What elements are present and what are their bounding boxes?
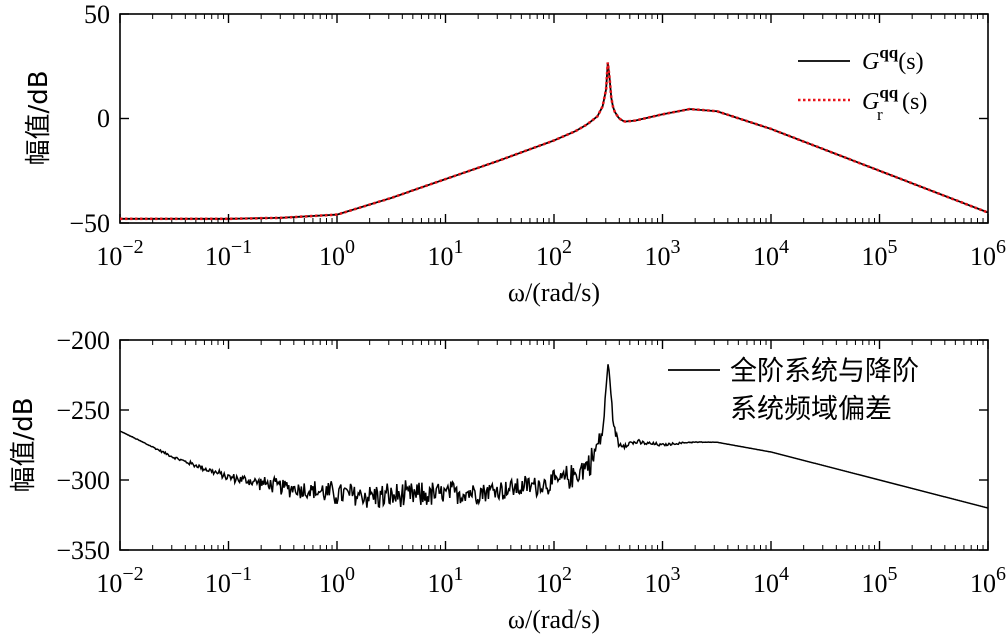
xtick-label: 105 <box>862 563 898 598</box>
legend-label-full: Gqq(s) <box>862 43 924 75</box>
xtick-label: 10−1 <box>205 236 252 271</box>
xtick-label: 100 <box>319 236 355 271</box>
xtick-label: 10−2 <box>96 563 143 598</box>
top-x-tick-labels: 10−2 10−1 100 101 102 103 104 105 106 <box>96 236 1006 271</box>
top-y-major-ticks <box>120 13 988 224</box>
top-y-axis-label: 幅值/dB <box>24 70 54 165</box>
xtick-label: 101 <box>428 563 464 598</box>
top-ytick-label: 50 <box>84 0 110 29</box>
bottom-series-deviation <box>119 364 989 509</box>
top-ytick-label: −50 <box>69 209 110 238</box>
legend-label-reduced: Gqq r (s) <box>862 83 927 124</box>
legend-label-line2: 系统频域偏差 <box>730 394 892 425</box>
bottom-ytick-label: −200 <box>56 326 110 355</box>
xtick-label: 10−1 <box>205 563 252 598</box>
top-legend: Gqq(s) Gqq r (s) <box>798 43 927 124</box>
bottom-x-tick-labels: 10−2 10−1 100 101 102 103 104 105 106 <box>96 563 1006 598</box>
xtick-label: 102 <box>536 563 572 598</box>
bottom-x-axis-label: ω/(rad/s) <box>508 605 600 634</box>
top-x-major-ticks <box>119 14 989 223</box>
top-x-minor-ticks <box>152 14 984 223</box>
xtick-label: 104 <box>753 563 789 598</box>
bottom-y-axis-label: 幅值/dB <box>9 397 39 492</box>
top-x-axis-label: ω/(rad/s) <box>508 278 600 307</box>
xtick-label: 106 <box>970 236 1006 271</box>
bottom-y-major-ticks <box>120 339 988 551</box>
xtick-label: 10−2 <box>96 236 143 271</box>
bottom-y-tick-labels: −350 −300 −250 −200 <box>56 326 110 565</box>
bottom-legend: 全阶系统与降阶 系统频域偏差 <box>668 356 919 425</box>
bottom-ytick-label: −300 <box>56 466 110 495</box>
xtick-label: 105 <box>862 236 898 271</box>
xtick-label: 101 <box>428 236 464 271</box>
top-ytick-label: 0 <box>97 104 110 133</box>
top-plot-frame <box>119 13 989 224</box>
xtick-label: 103 <box>645 236 681 271</box>
bottom-panel: −350 −300 −250 −200 10−2 10−1 100 101 102 103… <box>9 326 1006 634</box>
xtick-label: 102 <box>536 236 572 271</box>
top-y-tick-labels: −50 0 50 <box>69 0 110 238</box>
xtick-label: 103 <box>645 563 681 598</box>
legend-label-line1: 全阶系统与降阶 <box>730 356 919 387</box>
bottom-x-major-ticks <box>119 340 989 550</box>
top-series-clip <box>120 62 989 221</box>
bottom-ytick-label: −350 <box>56 536 110 565</box>
top-series-reduced <box>120 62 989 221</box>
xtick-label: 100 <box>319 563 355 598</box>
bottom-ytick-label: −250 <box>56 396 110 425</box>
bottom-x-minor-ticks <box>152 340 984 550</box>
top-panel: −50 0 50 10−2 10−1 100 101 102 103 104 105 106 幅… <box>24 0 1006 307</box>
xtick-label: 104 <box>753 236 789 271</box>
xtick-label: 106 <box>970 563 1006 598</box>
